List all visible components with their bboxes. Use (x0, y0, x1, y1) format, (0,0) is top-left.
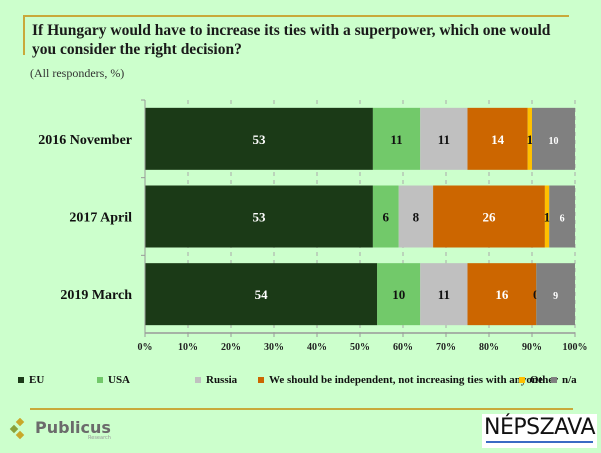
legend-label: EU (29, 374, 45, 386)
bar-segment (536, 263, 575, 326)
legend-swatch (18, 377, 24, 383)
data-label: 6 (383, 210, 390, 225)
bar-segment (372, 185, 399, 248)
bar-segment (527, 107, 532, 170)
legend-item: Russia (195, 374, 237, 386)
data-label: 10 (392, 287, 405, 302)
data-label: 11 (390, 132, 402, 147)
legend-item: USA (97, 374, 130, 386)
x-tick-label: 30% (264, 342, 284, 353)
footer-divider (30, 408, 573, 410)
data-label: 53 (252, 210, 266, 225)
chart-subtitle: (All responders, %) (30, 66, 125, 80)
legend-label: n/a (562, 374, 577, 386)
publicus-name: Publicus (35, 417, 111, 437)
data-label: 1 (527, 132, 534, 147)
publicus-subtitle: Research (88, 434, 111, 441)
bar-segment (145, 263, 378, 326)
title-frame-top (23, 15, 569, 17)
data-label: 9 (553, 291, 558, 302)
x-tick-label: 20% (221, 342, 241, 353)
data-label: 16 (495, 287, 509, 302)
x-tick-label: 80% (479, 342, 499, 353)
bar-segment (372, 107, 421, 170)
data-label: 8 (413, 210, 420, 225)
data-label: 53 (252, 132, 266, 147)
legend-swatch (551, 377, 557, 383)
category-label: 2017 April (69, 211, 132, 226)
legend-label: We should be independent, not increasing… (269, 374, 543, 386)
nepszava-underline (486, 441, 593, 443)
bar-segment (420, 107, 468, 170)
data-label: 1 (544, 210, 551, 225)
category-label: 2016 November (38, 133, 132, 148)
x-tick-label: 70% (436, 342, 456, 353)
bar-segment (420, 263, 468, 326)
x-tick-label: 100% (563, 342, 588, 353)
bar-segment (549, 185, 575, 248)
x-tick-label: 0% (138, 342, 153, 353)
legend-item: We should be independent, not increasing… (258, 374, 543, 386)
title-frame-left (23, 15, 25, 55)
data-label: 14 (491, 132, 505, 147)
x-tick-label: 40% (307, 342, 327, 353)
bar-segment (145, 185, 373, 248)
nepszava-name: NÉPSZAVA (484, 415, 596, 440)
bar-segment (544, 185, 550, 248)
nepszava-logo: NÉPSZAVA (482, 414, 597, 448)
legend-swatch (195, 377, 201, 383)
bar-segment (145, 107, 373, 170)
legend-label: USA (108, 374, 131, 386)
x-tick-label: 10% (178, 342, 198, 353)
bar-segment (433, 185, 545, 248)
data-label: 26 (483, 210, 497, 225)
x-tick-label: 90% (522, 342, 542, 353)
x-tick-label: 50% (350, 342, 370, 353)
bar-segment (467, 107, 528, 170)
publicus-diamond-icon (9, 418, 25, 440)
legend-label: Russia (206, 374, 238, 386)
data-label: 10 (549, 136, 559, 147)
stacked-bar-chart: 0% 10% 20% 30% 40% 50% 60% 70% 80% 90% 100%53 11 11 1… (38, 99, 588, 353)
data-label: 6 (560, 214, 565, 225)
bar-segment (467, 263, 537, 326)
bar-segment (398, 185, 434, 248)
data-label: 54 (255, 287, 269, 302)
bar-segment (532, 107, 575, 170)
bar-segment (377, 263, 421, 326)
chart-title: If Hungary would have to increase its ti… (32, 22, 551, 58)
data-label: 11 (438, 132, 450, 147)
legend-swatch (97, 377, 103, 383)
legend-item: EU (18, 374, 44, 386)
data-label: 11 (438, 287, 450, 302)
x-tick-label: 60% (393, 342, 413, 353)
legend-item: n/a (551, 374, 577, 386)
category-label: 2019 March (60, 288, 132, 303)
legend-swatch (519, 377, 525, 383)
publicus-logo: Publicus Research (8, 418, 111, 442)
legend-swatch (258, 377, 264, 383)
